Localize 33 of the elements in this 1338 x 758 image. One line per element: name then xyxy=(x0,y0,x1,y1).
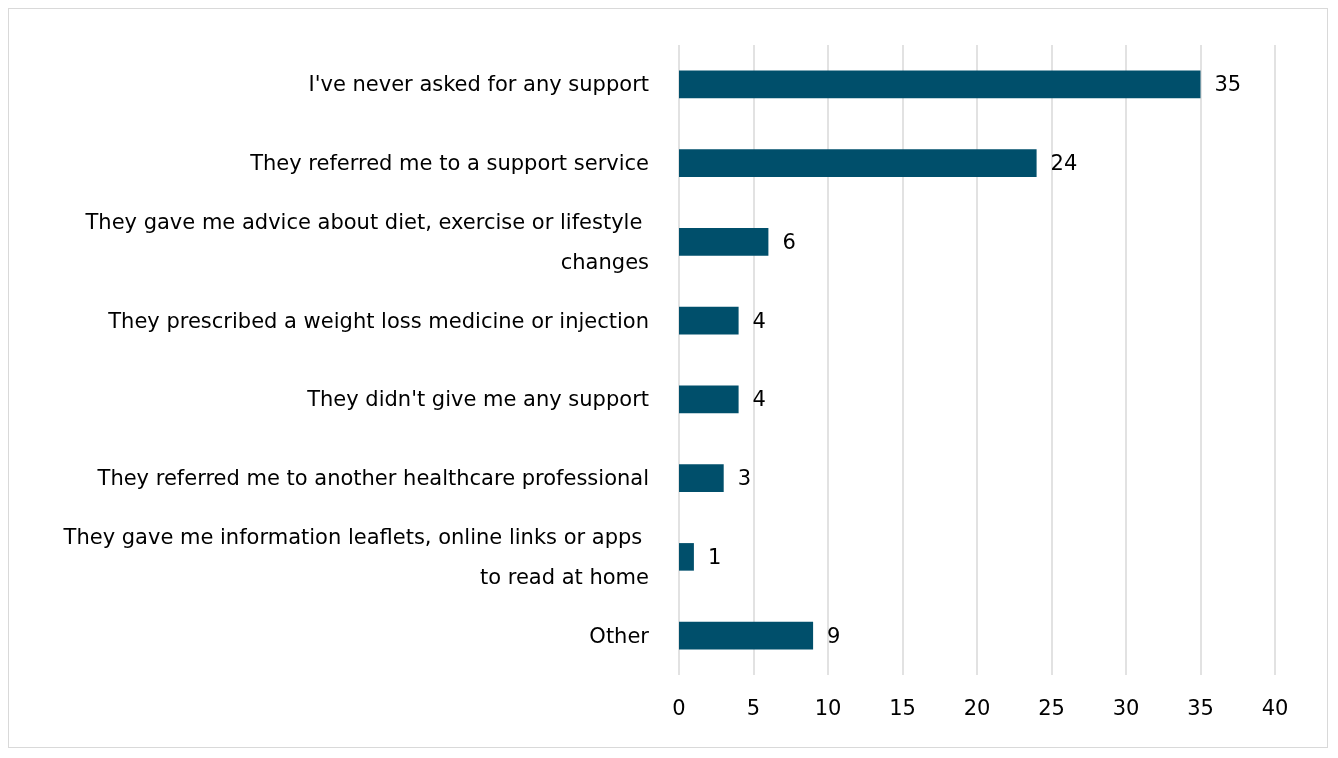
data-label: 4 xyxy=(752,308,766,333)
data-label: 3 xyxy=(737,466,752,491)
bar xyxy=(679,306,739,335)
x-tick-label: 25 xyxy=(1038,695,1065,720)
x-tick-label: 40 xyxy=(1261,695,1289,720)
y-tick-label: I've never asked for any support xyxy=(308,72,649,97)
x-tick-label: 0 xyxy=(672,695,686,720)
data-label: 1 xyxy=(707,544,722,569)
bar xyxy=(679,464,724,492)
data-label: 35 xyxy=(1214,72,1242,97)
data-label: 4 xyxy=(752,387,766,412)
y-tick-label: They referred me to another healthcare professional xyxy=(96,466,649,491)
y-tick-label: They gave me information leaflets, online links or apps to read at home xyxy=(62,524,649,589)
bar xyxy=(679,228,769,256)
bar xyxy=(679,70,1201,99)
bar xyxy=(679,149,1037,177)
x-tick-label: 10 xyxy=(814,695,842,720)
x-tick-label: 15 xyxy=(889,695,916,720)
x-tick-label: 5 xyxy=(746,695,761,720)
bar xyxy=(679,385,739,414)
y-tick-label: They referred me to a support service xyxy=(249,151,649,176)
data-label: 9 xyxy=(827,623,841,648)
data-label: 6 xyxy=(782,229,796,254)
x-tick-label: 35 xyxy=(1187,695,1214,720)
data-label: 24 xyxy=(1050,151,1078,176)
x-tick-label: 30 xyxy=(1112,695,1140,720)
bar xyxy=(679,621,814,650)
y-tick-label: They gave me advice about diet, exercise or lifestyle changes xyxy=(84,209,649,274)
y-tick-label: They didn't give me any support xyxy=(306,387,649,412)
x-tick-label: 20 xyxy=(963,695,991,720)
bar xyxy=(679,543,694,571)
y-tick-label: Other xyxy=(589,623,650,648)
y-tick-label: They prescribed a weight loss medicine or injection xyxy=(107,308,649,333)
